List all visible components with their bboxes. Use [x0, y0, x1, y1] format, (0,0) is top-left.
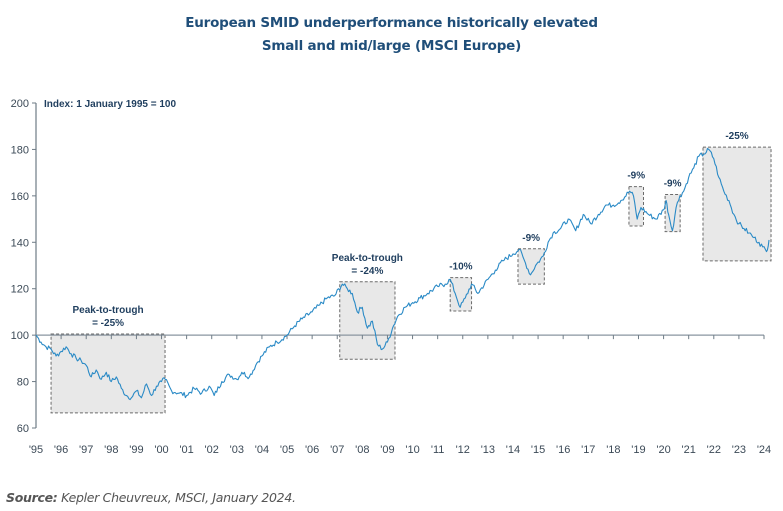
- annotation-label-3: -10%: [449, 262, 472, 273]
- chart-title: European SMID underperformance historica…: [185, 15, 598, 31]
- x-tick-label: '96: [54, 444, 68, 456]
- annotation-box-1: [50, 333, 166, 414]
- x-tick-label: '95: [29, 444, 43, 456]
- annotation-label-1: = -25%: [92, 318, 124, 329]
- annotation-label-4: -9%: [522, 233, 540, 244]
- y-tick-label: 80: [17, 377, 29, 389]
- x-tick-label: '23: [732, 444, 746, 456]
- x-tick-label: '16: [556, 444, 570, 456]
- y-tick-label: 200: [11, 98, 29, 110]
- y-tick-label: 100: [11, 330, 29, 342]
- y-tick-label: 120: [11, 284, 29, 296]
- x-tick-label: '06: [305, 444, 319, 456]
- annotation-box-5: [628, 186, 645, 227]
- x-tick-label: '09: [380, 444, 394, 456]
- y-tick-label: 180: [11, 144, 29, 156]
- annotation-box-2: [339, 281, 396, 360]
- x-tick-label: '10: [405, 444, 419, 456]
- x-tick-label: '99: [129, 444, 143, 456]
- x-tick-label: '13: [481, 444, 495, 456]
- x-tick-label: '07: [330, 444, 344, 456]
- y-tick-label: 60: [17, 423, 29, 435]
- y-tick-label: 160: [11, 191, 29, 203]
- x-tick-label: '03: [230, 444, 244, 456]
- x-tick-label: '24: [757, 444, 771, 456]
- x-tick-label: '02: [205, 444, 219, 456]
- x-tick-label: '18: [606, 444, 620, 456]
- y-tick-label: 140: [11, 237, 29, 249]
- series-line: [35, 147, 770, 401]
- index-note: Index: 1 January 1995 = 100: [44, 99, 176, 110]
- x-tick-label: '21: [682, 444, 696, 456]
- x-tick-label: '11: [431, 444, 445, 456]
- annotation-label-5: -9%: [627, 171, 645, 182]
- annotation-label-6: -9%: [664, 178, 682, 189]
- x-tick-label: '98: [104, 444, 118, 456]
- x-tick-label: '14: [506, 444, 520, 456]
- x-tick-label: '01: [179, 444, 193, 456]
- x-tick-label: '97: [79, 444, 93, 456]
- annotation-label-2: = -24%: [351, 266, 383, 277]
- x-tick-label: '20: [656, 444, 670, 456]
- annotation-box-7: [702, 146, 772, 262]
- x-tick-label: '04: [255, 444, 269, 456]
- x-tick-label: '08: [355, 444, 369, 456]
- annotation-label-7: -25%: [725, 131, 748, 142]
- x-tick-label: '19: [631, 444, 645, 456]
- x-tick-label: '12: [456, 444, 470, 456]
- x-tick-label: '17: [581, 444, 595, 456]
- chart-subtitle: Small and mid/large (MSCI Europe): [261, 38, 522, 54]
- x-tick-label: '22: [707, 444, 721, 456]
- annotation-label-1: Peak-to-trough: [72, 305, 143, 316]
- annotation-box-6: [664, 193, 681, 233]
- source-note: Source: Kepler Cheuvreux, MSCI, January …: [6, 490, 296, 505]
- x-tick-label: '00: [154, 444, 168, 456]
- annotation-label-2: Peak-to-trough: [332, 253, 403, 264]
- x-tick-label: '05: [280, 444, 294, 456]
- x-tick-label: '15: [531, 444, 545, 456]
- source-label: Source:: [6, 490, 58, 505]
- annotation-box-3: [449, 277, 473, 312]
- source-text: Kepler Cheuvreux, MSCI, January 2024.: [57, 490, 296, 505]
